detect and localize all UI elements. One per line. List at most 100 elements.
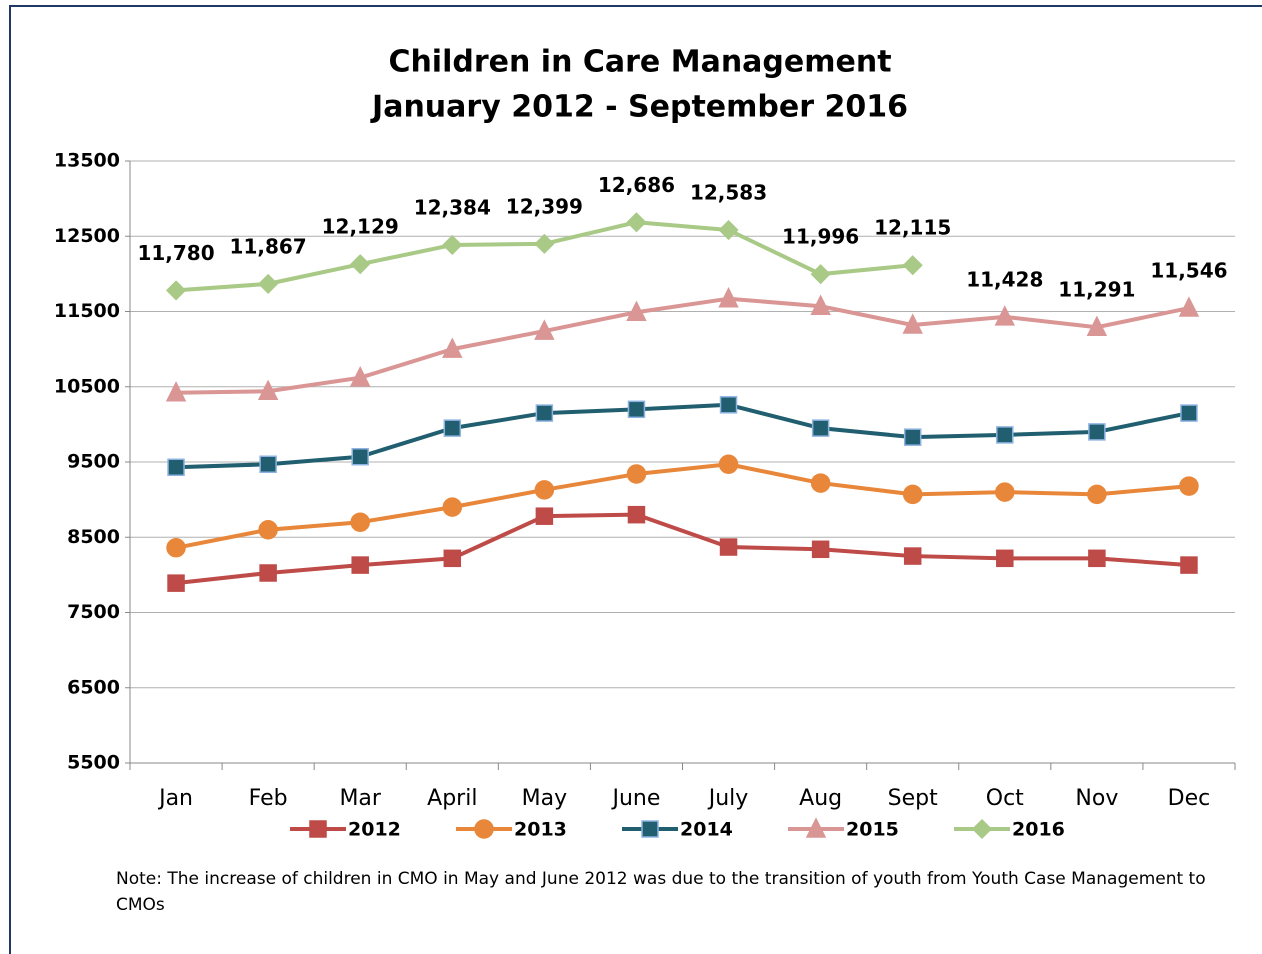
data-point [627,400,646,419]
data-label: 11,780 [137,241,214,265]
data-point [995,482,1015,502]
y-tick-label: 8500 [67,526,120,548]
legend-label: 2012 [348,819,401,841]
data-point [718,454,739,475]
x-tick-label: Dec [1168,786,1211,811]
data-label: 11,428 [966,267,1043,291]
data-point [167,458,185,477]
x-tick-label: Jan [157,786,193,811]
legend-label: 2016 [1012,819,1065,841]
data-point [718,287,739,308]
data-point [719,396,738,414]
data-point [810,294,831,315]
legend-label: 2013 [514,819,567,841]
data-label: 11,546 [1150,259,1227,283]
data-point [1180,556,1198,574]
data-point [534,233,555,254]
data-point [719,538,738,556]
x-tick-label: Mar [339,786,381,811]
data-point [535,404,554,422]
data-point [350,512,370,532]
data-point [166,538,186,558]
data-point [1179,476,1199,496]
data-point [165,381,187,402]
y-tick-label: 6500 [67,676,120,698]
data-point [259,455,277,474]
data-point [534,319,555,340]
data-point [259,564,277,582]
data-label: 12,399 [506,194,583,218]
legend-marker [971,818,993,840]
data-label: 11,996 [782,225,859,249]
data-point [443,549,462,568]
data-point [996,549,1014,568]
y-tick-label: 9500 [67,451,120,473]
series-line [175,462,1190,550]
data-point [165,280,187,301]
y-tick-label: 11500 [54,300,120,322]
data-point [1088,423,1106,441]
series-line [176,296,1190,395]
legend-marker [309,820,327,838]
series-line [175,402,1190,470]
data-point [811,540,830,559]
y-tick-label: 13500 [54,150,120,172]
data-point [1086,315,1108,336]
data-point [627,505,646,524]
data-point [534,480,555,500]
data-point [442,497,463,517]
x-tick-label: May [522,786,567,811]
data-label: 12,115 [874,216,951,240]
x-tick-label: April [427,786,477,811]
data-point [257,379,279,401]
data-point [718,219,739,241]
x-tick-label: Sept [888,786,938,811]
data-point [994,305,1016,326]
x-tick-label: June [610,786,660,811]
y-tick-label: 12500 [54,225,120,247]
data-point [535,507,554,525]
legend-label: 2015 [846,819,899,841]
y-tick-label: 5500 [67,752,120,774]
data-point [351,556,369,574]
data-point [903,428,922,446]
y-tick-label: 7500 [67,601,120,623]
data-point [349,366,371,387]
chart-title: Children in Care Management [388,45,891,80]
data-point [902,313,923,334]
chart-frame [9,5,1262,954]
x-tick-label: Oct [986,786,1024,811]
data-label: 12,129 [322,215,399,239]
legend-label: 2014 [680,819,733,841]
x-tick-label: July [707,786,749,811]
x-tick-label: Aug [799,786,842,811]
y-tick-label: 10500 [54,375,120,397]
legend-marker [641,820,659,838]
data-point [351,447,369,466]
data-label: 11,291 [1058,278,1135,302]
data-point [443,419,462,437]
data-label: 11,867 [230,234,307,258]
data-label: 12,686 [598,173,675,197]
chart-subtitle: January 2012 - September 2016 [370,90,908,125]
data-point [626,464,647,484]
data-point [1087,484,1107,505]
data-label: 12,384 [414,195,491,219]
legend-marker [474,819,494,839]
data-point [442,234,463,256]
data-point [902,484,923,505]
data-point [258,273,279,294]
data-label: 12,583 [690,181,767,205]
data-point [902,255,923,276]
series-line [175,512,1190,586]
legend-marker [805,817,827,838]
x-tick-label: Nov [1075,786,1118,811]
data-point [903,547,922,565]
data-point [1180,404,1198,422]
data-point [810,473,831,493]
data-point [811,419,830,437]
data-point [167,574,185,592]
data-point [626,300,647,322]
